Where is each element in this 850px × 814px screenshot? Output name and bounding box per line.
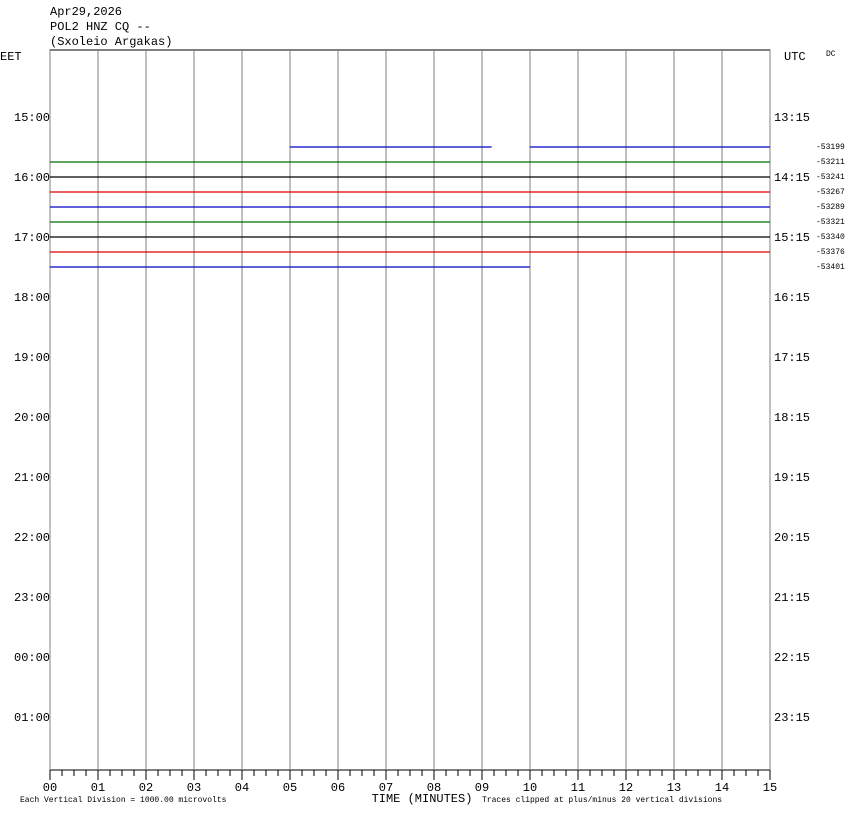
x-tick-label: 05 — [283, 781, 297, 795]
trace-label: -53267 — [816, 188, 845, 197]
x-tick-label: 14 — [715, 781, 729, 795]
y-tick-label: 00:00 — [14, 651, 50, 665]
y2-tick-label: 18:15 — [774, 411, 810, 425]
y2-tick-label: 23:15 — [774, 711, 810, 725]
plot-frame — [49, 49, 771, 771]
x-tick-label: 13 — [667, 781, 681, 795]
y2-tick-label: 13:15 — [774, 111, 810, 125]
trace-label: -53241 — [816, 173, 845, 182]
x-tick-label: 07 — [379, 781, 393, 795]
y2-tick-label: 14:15 — [774, 171, 810, 185]
y-tick-label: 21:00 — [14, 471, 50, 485]
x-tick-label: 03 — [187, 781, 201, 795]
y-tick-label: 16:00 — [14, 171, 50, 185]
left-axis-label: EET — [0, 50, 22, 64]
y2-tick-label: 19:15 — [774, 471, 810, 485]
trace-label: -53340 — [816, 233, 845, 242]
x-tick-label: 08 — [427, 781, 441, 795]
y2-tick-label: 17:15 — [774, 351, 810, 365]
x-tick-label: 04 — [235, 781, 249, 795]
note: Traces clipped at plus/minus 20 vertical… — [482, 796, 722, 805]
x-tick-label: 10 — [523, 781, 537, 795]
y2-tick-label: 21:15 — [774, 591, 810, 605]
x-tick-label: 11 — [571, 781, 585, 795]
trace-label: -53199 — [816, 143, 845, 152]
x-tick-label: 09 — [475, 781, 489, 795]
x-tick-label: 01 — [91, 781, 105, 795]
x-tick-label: 06 — [331, 781, 345, 795]
y2-tick-label: 20:15 — [774, 531, 810, 545]
trace-label: -53289 — [816, 203, 845, 212]
y2-tick-label: 22:15 — [774, 651, 810, 665]
y-tick-label: 18:00 — [14, 291, 50, 305]
trace-label: -53376 — [816, 248, 845, 257]
right-axis-label: UTC — [784, 50, 806, 64]
corner-label: DC — [826, 50, 836, 59]
y-tick-label: 01:00 — [14, 711, 50, 725]
y2-tick-label: 16:15 — [774, 291, 810, 305]
trace-label: -53401 — [816, 263, 845, 272]
y-tick-label: 17:00 — [14, 231, 50, 245]
x-tick-label: 15 — [763, 781, 777, 795]
title-line: POL2 HNZ CQ -- — [50, 20, 151, 34]
title-line: Apr29,2026 — [50, 5, 122, 19]
x-tick-label: 02 — [139, 781, 153, 795]
y2-tick-label: 15:15 — [774, 231, 810, 245]
trace-label: -53321 — [816, 218, 845, 227]
trace-label: -53211 — [816, 158, 845, 167]
title-line: (Sxoleio Argakas) — [50, 35, 172, 49]
note: Each Vertical Division = 1000.00 microvo… — [20, 796, 227, 805]
y-tick-label: 20:00 — [14, 411, 50, 425]
x-tick-label: 00 — [43, 781, 57, 795]
y-tick-label: 19:00 — [14, 351, 50, 365]
y-tick-label: 22:00 — [14, 531, 50, 545]
x-axis-label: TIME (MINUTES) — [372, 792, 473, 806]
x-tick-label: 12 — [619, 781, 633, 795]
y-tick-label: 23:00 — [14, 591, 50, 605]
y-tick-label: 15:00 — [14, 111, 50, 125]
